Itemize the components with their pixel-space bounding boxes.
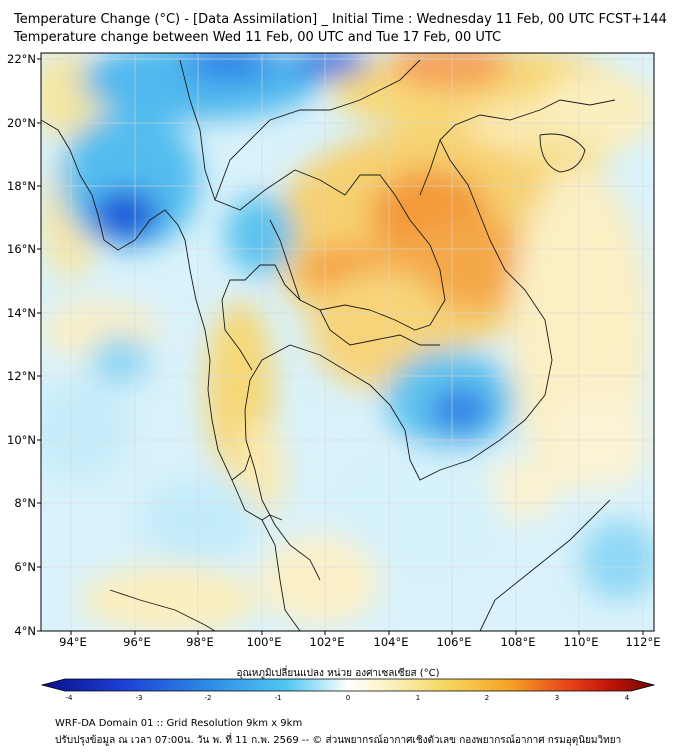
colorbar-tick: 1 xyxy=(416,694,420,702)
map-title-line2: Temperature change between Wed 11 Feb, 0… xyxy=(14,30,502,45)
lat-ticks xyxy=(37,58,41,632)
lon-label: 108°E xyxy=(501,635,536,649)
lon-label: 102°E xyxy=(310,635,345,649)
lat-label: 16°N xyxy=(7,242,36,256)
lat-labels: 22°N 20°N 18°N 16°N 14°N 12°N 10°N 8°N 6… xyxy=(7,52,36,638)
lon-label: 112°E xyxy=(626,635,661,649)
coastlines xyxy=(41,59,616,631)
lon-labels: 94°E 96°E 98°E 100°E 102°E 104°E 106°E 1… xyxy=(59,635,660,649)
lon-label: 94°E xyxy=(59,635,87,649)
lat-label: 18°N xyxy=(7,179,36,193)
lat-label: 12°N xyxy=(7,369,36,383)
colorbar-tick: 2 xyxy=(485,694,489,702)
lon-label: 100°E xyxy=(247,635,282,649)
lat-label: 6°N xyxy=(14,560,36,574)
colorbar xyxy=(40,678,656,692)
lat-label: 4°N xyxy=(14,624,36,638)
colorbar-tick: -3 xyxy=(136,694,143,702)
lat-label: 20°N xyxy=(7,116,36,130)
lon-label: 104°E xyxy=(374,635,409,649)
footer-credit: ปรับปรุงข้อมูล ณ เวลา 07:00น. วัน พ. ที่… xyxy=(55,735,622,746)
colorbar-tick: 4 xyxy=(625,694,630,702)
colorbar-tick: 0 xyxy=(346,694,350,702)
colorbar-ticks: -4 -3 -2 -1 0 1 2 3 4 xyxy=(66,694,630,702)
colorbar-tick: -1 xyxy=(275,694,282,702)
map-frame xyxy=(40,52,655,632)
lon-label: 96°E xyxy=(123,635,151,649)
lat-label: 10°N xyxy=(7,433,36,447)
map-title-line1: Temperature Change (°C) - [Data Assimila… xyxy=(14,12,667,27)
colorbar-tick: -4 xyxy=(66,694,74,702)
lat-label: 8°N xyxy=(14,496,36,510)
temperature-field xyxy=(41,53,654,631)
lat-label: 22°N xyxy=(7,52,36,66)
lon-label: 106°E xyxy=(437,635,472,649)
lon-ticks xyxy=(70,631,644,635)
colorbar-title: อุณหภูมิเปลี่ยนแปลง หน่วย องศาเซลเซียส (… xyxy=(236,668,440,679)
gridlines xyxy=(41,53,654,631)
lon-label: 110°E xyxy=(564,635,599,649)
lat-label: 14°N xyxy=(7,306,36,320)
colorbar-tick: 3 xyxy=(555,694,559,702)
lon-label: 98°E xyxy=(186,635,214,649)
colorbar-tick: -2 xyxy=(205,694,212,702)
footer-model-info: WRF-DA Domain 01 :: Grid Resolution 9km … xyxy=(55,718,303,729)
